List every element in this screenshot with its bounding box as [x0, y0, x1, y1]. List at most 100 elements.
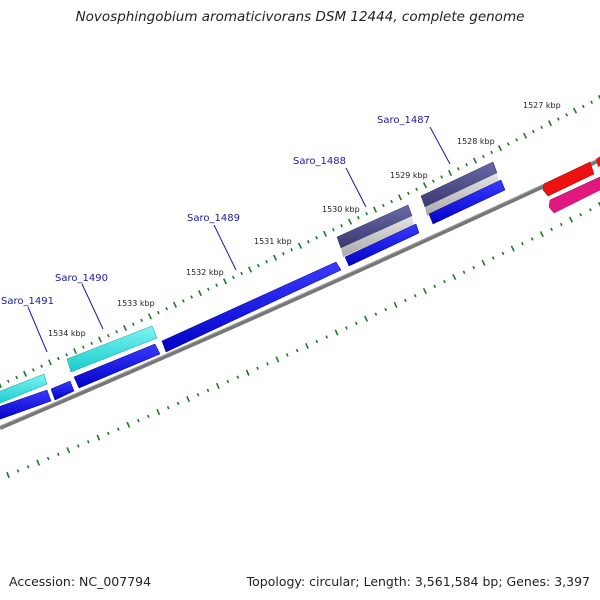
kbp-labels: 1527 kbp 1528 kbp 1529 kbp 1530 kbp 1531… — [48, 101, 561, 338]
tick-mark — [393, 301, 398, 309]
tick-mark — [588, 208, 592, 212]
tick-mark — [90, 341, 94, 346]
cds-feature[interactable] — [0, 389, 52, 420]
tick-mark — [266, 362, 269, 366]
tick-mark — [222, 278, 228, 285]
tick-mark — [481, 259, 486, 266]
tick-mark — [415, 187, 419, 191]
tick-mark — [147, 313, 153, 320]
tick-mark — [76, 444, 80, 448]
tick-mark — [305, 342, 309, 350]
tick-mark — [456, 167, 460, 171]
tick-mark — [447, 169, 453, 176]
kbp-label: 1531 kbp — [254, 237, 292, 246]
tick-mark — [281, 252, 285, 256]
tick-mark — [440, 175, 444, 179]
gene-feature-saro-1487-rna[interactable] — [425, 173, 499, 216]
cds-feature[interactable] — [50, 380, 75, 401]
tick-mark — [315, 236, 319, 240]
kbp-label: 1527 kbp — [523, 101, 561, 110]
tick-mark — [181, 299, 185, 303]
kbp-label: 1529 kbp — [390, 171, 428, 180]
tick-mark — [272, 254, 278, 261]
tick-mark — [23, 370, 27, 377]
tick-mark — [565, 113, 569, 117]
gene-feature-red-edge[interactable] — [596, 155, 600, 167]
tick-mark — [73, 347, 77, 355]
tick-mark — [206, 388, 210, 393]
tick-mark — [6, 379, 10, 383]
tick-mark — [236, 375, 240, 379]
tick-mark — [86, 440, 90, 444]
tick-mark — [165, 306, 169, 311]
gene-label-saro-1489[interactable]: Saro_1489 — [187, 213, 240, 224]
tick-mark — [215, 382, 220, 390]
kbp-label: 1530 kbp — [322, 205, 360, 214]
tick-mark — [481, 154, 485, 159]
tick-mark — [265, 259, 269, 264]
tick-mark — [0, 383, 2, 389]
tick-mark — [497, 145, 503, 152]
tick-mark — [136, 418, 140, 423]
cds-track — [0, 179, 506, 420]
cds-feature[interactable] — [344, 223, 420, 267]
tick-mark — [515, 138, 519, 142]
gene-feature-pink[interactable] — [548, 176, 600, 214]
tick-mark — [556, 117, 560, 121]
tick-mark — [510, 245, 515, 252]
gene-feature-saro-1490[interactable] — [66, 325, 158, 373]
gene-label-saro-1487[interactable]: Saro_1487 — [377, 115, 430, 126]
tick-mark — [295, 348, 299, 353]
gene-track-outer — [0, 155, 600, 404]
tick-mark — [81, 345, 85, 349]
gene-feature-saro-1488-rna[interactable] — [341, 216, 414, 257]
cds-feature[interactable] — [428, 179, 506, 225]
tick-mark — [531, 129, 535, 134]
gene-label-lines — [27, 126, 451, 353]
cds-feature[interactable] — [73, 343, 161, 389]
tick-mark — [285, 353, 289, 357]
tick-mark — [472, 157, 478, 164]
tick-mark — [106, 333, 110, 338]
tick-mark — [356, 215, 360, 220]
tick-mark — [506, 142, 510, 146]
tick-mark — [245, 369, 250, 376]
tick-mark — [15, 375, 19, 380]
tick-mark — [197, 290, 203, 297]
tick-mark — [490, 150, 494, 155]
gene-labels: Saro_1487 Saro_1488 Saro_1489 Saro_1490 … — [1, 115, 430, 307]
tick-mark — [547, 120, 553, 127]
tick-mark — [530, 237, 534, 241]
tick-mark — [46, 456, 50, 461]
tick-mark — [247, 266, 253, 273]
gene-feature-red[interactable] — [542, 161, 595, 197]
gene-label-saro-1491[interactable]: Saro_1491 — [1, 296, 54, 307]
tick-mark — [256, 263, 260, 268]
tick-mark — [166, 405, 170, 410]
tick-mark — [40, 364, 44, 368]
tick-mark — [572, 107, 578, 114]
tick-mark — [347, 218, 353, 225]
gene-label-saro-1490[interactable]: Saro_1490 — [55, 273, 108, 284]
tick-mark — [581, 104, 585, 109]
cds-feature[interactable] — [161, 261, 342, 353]
tick-mark — [522, 132, 528, 139]
tick-mark — [443, 279, 446, 284]
tick-mark — [31, 368, 35, 372]
kbp-label: 1528 kbp — [457, 137, 495, 146]
tick-mark — [322, 230, 328, 237]
tick-mark — [374, 312, 378, 316]
tick-mark — [26, 465, 30, 469]
tick-mark — [196, 392, 200, 397]
tick-mark — [126, 421, 131, 428]
tick-mark — [190, 295, 194, 299]
tick-mark — [540, 125, 544, 130]
tick-mark — [156, 408, 161, 416]
tick-mark — [381, 203, 385, 208]
gene-label-saro-1488[interactable]: Saro_1488 — [293, 156, 346, 167]
gene-feature-saro-1491[interactable] — [0, 373, 48, 404]
tick-mark — [334, 329, 339, 336]
tick-mark — [115, 330, 119, 334]
tick-mark — [559, 222, 563, 227]
